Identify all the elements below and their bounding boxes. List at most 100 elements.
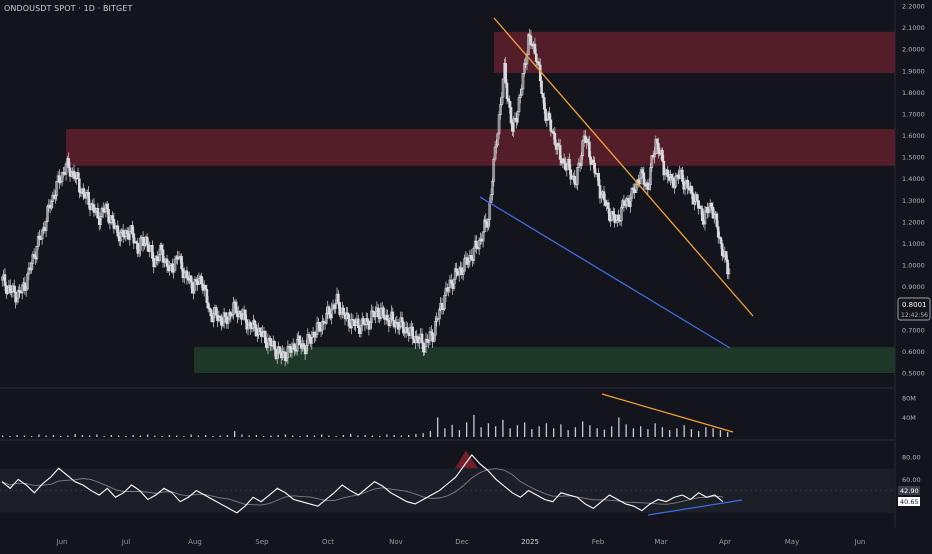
price-label-box (897, 297, 931, 321)
candle-body (529, 35, 533, 46)
candle-body (371, 310, 375, 313)
candle-body (358, 327, 361, 334)
candle-body (580, 155, 583, 166)
volume-bar (74, 434, 76, 437)
candle-body (639, 169, 643, 179)
candle-body (48, 204, 52, 209)
volume-bar (31, 436, 33, 437)
candle-body (509, 107, 513, 124)
volume-bar (661, 427, 664, 437)
candle-body (136, 243, 140, 254)
candle-body (171, 263, 174, 273)
candle-body (516, 111, 519, 123)
volume-bar (603, 429, 606, 437)
candle-body (402, 321, 405, 334)
candle-body (185, 270, 189, 279)
volume-bar (400, 435, 403, 437)
candle-body (428, 331, 432, 341)
candle-body (484, 219, 488, 223)
candle-body (299, 344, 303, 349)
candle-body (515, 118, 518, 123)
candle-body (491, 181, 494, 195)
candle-body (31, 254, 35, 264)
candle-body (337, 293, 340, 303)
rsi-line (1, 454, 724, 514)
candle-body (141, 237, 145, 246)
candle-body (82, 188, 85, 195)
candle-body (451, 283, 454, 289)
volume-bar (263, 436, 265, 437)
candle-body (670, 174, 674, 179)
volume-bar (292, 435, 294, 437)
candle-body (117, 235, 121, 242)
candle-body (480, 238, 484, 242)
volume-bar (89, 435, 91, 437)
candle-body (457, 268, 461, 276)
candle-body (420, 333, 424, 344)
candle-body (699, 206, 703, 209)
candle-body (286, 346, 290, 359)
candle-body (540, 80, 543, 94)
candle-body (23, 282, 27, 291)
candle-body (254, 324, 258, 337)
x-tick-label: Jul (121, 538, 131, 546)
volume-bar (234, 431, 236, 437)
volume-bar (183, 436, 185, 437)
candle-body (406, 327, 409, 334)
volume-bar (103, 436, 105, 437)
y-tick-label: 0.5000 (902, 370, 925, 378)
support-trend-line (479, 196, 731, 349)
volume-bar (357, 435, 359, 437)
candle-body (46, 206, 49, 222)
volume-bar (698, 431, 700, 437)
candle-body (116, 225, 120, 237)
candle-body (226, 318, 230, 324)
volume-bar (647, 429, 649, 437)
candle-body (598, 185, 602, 199)
candle-body (258, 327, 262, 332)
candle-body (139, 237, 142, 251)
candle-body (443, 295, 446, 310)
volume-bar (690, 429, 693, 437)
candle-body (386, 314, 389, 321)
candle-body (569, 169, 573, 180)
candle-body (411, 326, 415, 340)
candle-body (593, 162, 596, 174)
x-tick-label: Jun (56, 538, 68, 546)
y-tick-label: 1.4000 (902, 175, 925, 183)
candle-body (507, 98, 510, 102)
volume-bar (727, 432, 729, 437)
candle-body (525, 54, 529, 65)
candle-body (225, 316, 229, 324)
volume-bar (284, 434, 287, 437)
volume-bar (618, 417, 620, 437)
y-tick-label: 1.8000 (902, 89, 925, 97)
candle-body (87, 192, 90, 205)
candle-body (681, 169, 684, 182)
x-tick-label: May (785, 538, 799, 546)
candle-body (111, 215, 114, 220)
volume-tick-label: 40M (902, 414, 916, 422)
volume-bar (205, 435, 207, 437)
candle-body (606, 202, 610, 209)
candle-body (189, 275, 193, 283)
y-tick-label: 1.1000 (902, 240, 925, 248)
candle-body (576, 167, 579, 185)
candle-body (210, 315, 214, 322)
candle-body (407, 332, 411, 336)
volume-bar (270, 435, 272, 437)
candle-body (622, 200, 626, 206)
volume-bar (67, 435, 69, 437)
candle-body (302, 343, 306, 348)
candle-body (55, 181, 59, 196)
candle-body (526, 34, 530, 56)
candle-body (64, 163, 68, 175)
current-price-label: 0.8001 (902, 301, 927, 309)
candle-body (329, 313, 332, 319)
candle-body (724, 251, 728, 261)
volume-bar (437, 417, 439, 437)
candle-body (541, 93, 545, 98)
candle-body (245, 319, 248, 330)
volume-bar (516, 425, 519, 437)
rsi-tick-label: 80.00 (902, 454, 921, 462)
